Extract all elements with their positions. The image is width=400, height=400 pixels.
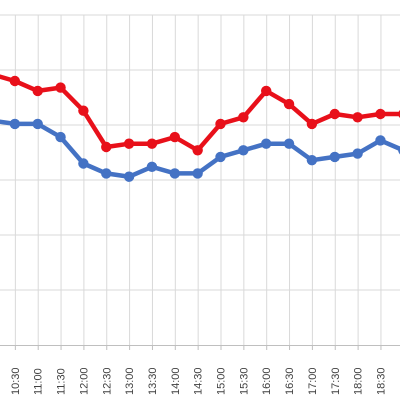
- series-2-point: [352, 148, 363, 159]
- x-tick-label: 11:30: [56, 368, 68, 395]
- series-1-point: [55, 82, 66, 93]
- series-2-point: [169, 168, 180, 179]
- series-1-point: [101, 141, 112, 153]
- x-tick-label: 10:30: [10, 367, 22, 395]
- series-2-point: [9, 118, 21, 130]
- x-tick-label: 12:30: [101, 367, 113, 395]
- series-2-point: [261, 138, 272, 149]
- series-2-point: [375, 135, 386, 146]
- series-1-point: [306, 118, 318, 130]
- x-tick-label: 15:30: [238, 367, 250, 395]
- series-2-point: [283, 138, 295, 149]
- x-tick-label: 11:00: [33, 368, 45, 395]
- x-tick-label: 13:30: [147, 367, 159, 395]
- series-2-point: [215, 151, 226, 163]
- x-tick-label: 14:00: [170, 367, 182, 395]
- series-2-point: [78, 158, 89, 169]
- x-tick-label: 15:00: [216, 367, 228, 395]
- series-1-point: [146, 138, 158, 149]
- series-1-point: [78, 105, 89, 116]
- x-tick-label: 14:30: [193, 367, 205, 395]
- x-tick-label: 17:00: [307, 367, 319, 395]
- series-1-point: [123, 138, 135, 149]
- series-1-point: [238, 112, 249, 123]
- series-1-point: [169, 131, 180, 143]
- series-2-point: [55, 131, 66, 143]
- series-2-point: [306, 155, 318, 166]
- series-2-point: [192, 168, 203, 179]
- series-2-point: [123, 171, 135, 182]
- series-1-point: [215, 118, 226, 130]
- series-1-point: [32, 85, 43, 97]
- x-tick-label: 12:00: [78, 367, 90, 395]
- series-2-point: [146, 161, 158, 172]
- series-1-point: [375, 108, 386, 120]
- series-1-point: [352, 112, 363, 123]
- x-tick-label: 18:00: [353, 367, 365, 395]
- series-1-point: [329, 108, 340, 120]
- series-1-point: [283, 98, 295, 110]
- x-tick-label: 16:30: [284, 367, 296, 395]
- series-1-point: [9, 75, 21, 87]
- series-1-point: [261, 85, 272, 97]
- series-2-point: [329, 151, 340, 163]
- x-tick-label: 13:00: [124, 367, 136, 395]
- series-2-point: [32, 118, 43, 130]
- x-tick-label: 16:00: [261, 367, 273, 395]
- x-tick-label: 18:30: [375, 367, 387, 395]
- series-2-point: [101, 168, 112, 179]
- x-tick-label: 19:00: [398, 367, 400, 395]
- x-tick-label: 17:30: [330, 367, 342, 395]
- series-1-point: [192, 145, 203, 156]
- series-2-point: [238, 145, 249, 156]
